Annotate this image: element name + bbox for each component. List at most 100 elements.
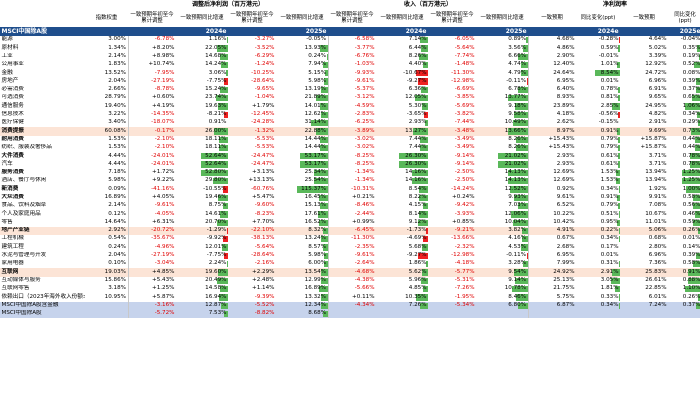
cell-value: 3.18% — [108, 285, 126, 292]
cell-value: 8.57% — [308, 243, 327, 250]
cell-12: 1.00% — [668, 185, 700, 193]
subheader-row: 指数权重 一致预期年初至今累计调整 一致预期同比增速 一致预期年初至今累计调整 … — [0, 9, 700, 27]
cell-8: 4.16% — [476, 235, 528, 243]
cell-5: +0.99% — [327, 218, 377, 227]
cell-value: -14.35% — [151, 111, 175, 118]
cell-2: 8.75% — [176, 202, 228, 210]
value-bar — [689, 161, 700, 168]
cell-8: 21.02% — [476, 160, 528, 168]
cell-10: 0.01% — [576, 77, 621, 85]
cell-9: 0.67% — [527, 235, 577, 244]
cell-11: 0.68% — [620, 235, 668, 243]
cell-11: 7.36% — [620, 260, 668, 268]
cell-value: 12.87% — [205, 301, 227, 308]
value-bar — [515, 144, 528, 152]
table-row: 房地产 2.04% -27.19% -7.75% -28.64% 5.98% -9.61% -… — [0, 77, 700, 86]
table-row: 公用事业 1.83% +10.74% 14.24% -1.24% 7.94% -1.03% 4… — [0, 60, 700, 70]
cell-value: 0.37% — [682, 86, 700, 93]
cell-value: 0.17% — [600, 243, 619, 250]
cell-3: -24.47% — [228, 160, 276, 168]
value-bar — [423, 111, 429, 118]
cell-12: 0.14% — [668, 243, 700, 251]
cell-value: 19.46% — [205, 193, 227, 200]
cell-2: -7.75% — [176, 77, 228, 85]
cell-12: 0.88% — [668, 277, 700, 285]
cell-value: 7.53% — [208, 310, 227, 317]
cell-value: 5.06% — [648, 227, 667, 234]
cell-value: 0.88% — [682, 276, 700, 283]
cell-value: 19.60% — [205, 268, 227, 275]
value-bar — [416, 294, 429, 301]
value-bar — [594, 70, 621, 77]
cell-4: 31.14% — [276, 119, 328, 127]
cell-value: 26.61% — [645, 276, 667, 283]
cell-value: 3.40% — [108, 119, 126, 126]
value-bar — [526, 37, 528, 44]
cell-1: -20.72% — [127, 226, 176, 236]
subhead-3: 一致预期同比增速 — [280, 14, 324, 21]
cell-7: -2.50% — [428, 169, 476, 177]
cell-3: +13.13% — [228, 177, 276, 185]
cell-3: -9.39% — [228, 293, 276, 301]
cell-value: 1.81% — [600, 285, 619, 292]
cell-value: 0.34% — [682, 111, 700, 118]
cell-value: 52.64% — [205, 160, 227, 167]
cell-value: -1.34% — [354, 177, 375, 184]
cell-8: 10.04% — [476, 219, 528, 227]
value-bar — [618, 111, 621, 118]
cell-value: -3.04% — [154, 260, 175, 267]
cell-value: -9.65% — [254, 86, 275, 93]
cell-12: 1.10% — [668, 285, 700, 293]
cell-value: 0.59% — [682, 218, 700, 225]
cell-value: -10.55% — [203, 185, 227, 192]
cell-0: 1.53% — [85, 144, 128, 152]
cell-10: 0.79% — [576, 136, 621, 144]
cell-value: -7.44% — [454, 119, 475, 126]
cell-3: +2.29% — [228, 268, 276, 277]
cell-value: 0.19% — [682, 52, 700, 59]
cell-value: 6.36% — [408, 86, 427, 93]
cell-value: 29.80% — [205, 177, 227, 184]
cell-4: 25.34% — [276, 169, 328, 177]
cell-5: -8.25% — [327, 160, 377, 169]
cell-12: 0.08% — [668, 69, 700, 77]
cell-value: 13.66% — [504, 127, 527, 134]
cell-value: 8.54% — [408, 185, 427, 192]
cell-value: -3.77% — [354, 44, 375, 51]
cell-2: 1.16% — [176, 36, 228, 44]
cell-8: 12.06% — [476, 210, 528, 218]
value-bar — [319, 194, 328, 201]
value-bar — [324, 78, 328, 85]
value-bar — [414, 95, 429, 102]
cell-1: +0.60% — [127, 94, 176, 103]
cell-1: -24.01% — [127, 152, 176, 161]
value-bar — [521, 244, 528, 251]
cell-4: 0.24% — [276, 53, 328, 61]
cell-1: -41.16% — [127, 185, 176, 194]
cell-10: 1.81% — [576, 285, 621, 293]
value-bar — [421, 269, 429, 276]
cell-value: 12.69% — [553, 177, 575, 184]
value-bar — [421, 244, 429, 251]
cell-10: 8.54% — [576, 69, 621, 77]
value-bar — [611, 103, 621, 110]
cell-value: 8.93% — [556, 94, 575, 101]
year-margin-2024: 2024e — [528, 27, 621, 36]
cell-11: 24.72% — [620, 69, 668, 77]
cell-10 — [576, 309, 621, 319]
cell-11: 10.67% — [620, 210, 668, 218]
cell-value: 2.04% — [108, 252, 126, 259]
cell-7: -5.69% — [428, 102, 476, 110]
subhead-5: 一致预期同比增速 — [380, 14, 424, 21]
cell-2: 52.80% — [176, 169, 228, 177]
cell-3: -10.25% — [228, 69, 276, 77]
cell-12: 0.56% — [668, 202, 700, 210]
value-bar — [508, 128, 528, 135]
cell-4: 13.54% — [276, 268, 329, 277]
cell-9: 4.91% — [527, 226, 577, 236]
cell-7: -7.44% — [428, 119, 476, 127]
cell-value: -7.75% — [206, 77, 227, 84]
cell-value: 8.26% — [508, 135, 527, 142]
cell-12: 0.29% — [668, 119, 700, 127]
cell-8: 4.53% — [476, 243, 528, 251]
